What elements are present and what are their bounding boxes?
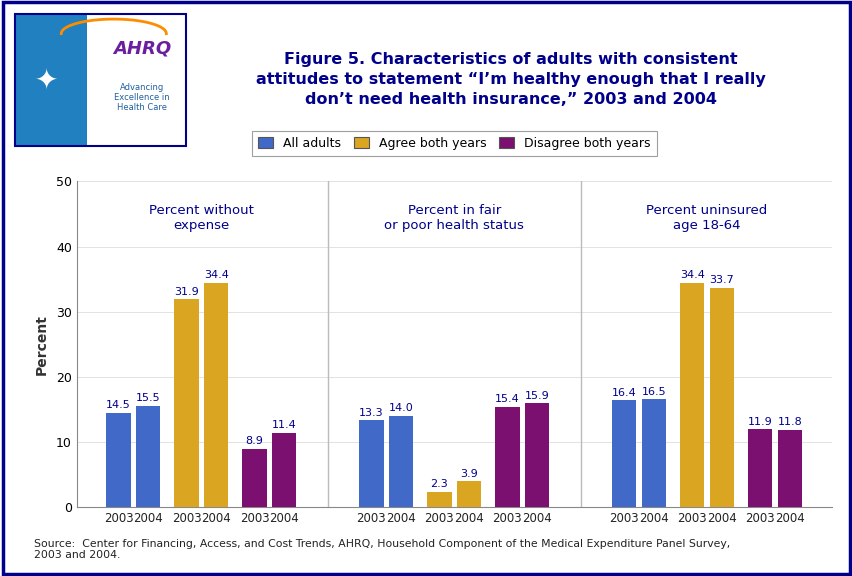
Bar [777,430,801,507]
Text: Percent uninsured
age 18-64: Percent uninsured age 18-64 [646,204,767,232]
Bar [15,14,87,146]
Text: 8.9: 8.9 [245,437,263,446]
Bar [524,403,549,507]
Y-axis label: Percent: Percent [35,314,49,374]
Text: 34.4: 34.4 [679,270,704,281]
Text: 15.4: 15.4 [494,394,519,404]
Text: 31.9: 31.9 [174,287,199,297]
Text: 14.5: 14.5 [106,400,131,410]
Text: 11.4: 11.4 [272,420,296,430]
Text: 11.8: 11.8 [776,418,801,427]
Bar [204,283,228,507]
Text: Figure 5. Characteristics of adults with consistent
attitudes to statement “I’m : Figure 5. Characteristics of adults with… [256,52,765,107]
Text: 15.5: 15.5 [135,393,160,403]
Bar [747,430,772,507]
Bar [641,400,665,507]
Bar [174,300,199,507]
Text: Source:  Center for Financing, Access, and Cost Trends, AHRQ, Household Componen: Source: Center for Financing, Access, an… [34,539,729,560]
Text: 33.7: 33.7 [709,275,734,285]
Text: 16.5: 16.5 [641,387,665,397]
Bar [106,412,130,507]
Text: Percent in fair
or poor health status: Percent in fair or poor health status [384,204,523,232]
Bar [359,420,383,507]
Text: 14.0: 14.0 [389,403,413,413]
Bar [427,492,451,507]
Text: 11.9: 11.9 [747,417,772,427]
Text: 34.4: 34.4 [204,270,228,281]
Text: Percent without
expense: Percent without expense [149,204,254,232]
Bar [242,449,267,507]
Text: 13.3: 13.3 [359,408,383,418]
Text: ✦: ✦ [35,66,58,94]
Text: 2.3: 2.3 [430,479,448,489]
Bar [709,287,734,507]
Text: 16.4: 16.4 [611,388,636,397]
Bar [389,416,412,507]
Bar [611,400,636,507]
Bar [495,407,519,507]
Text: AHRQ: AHRQ [112,39,170,57]
Text: 3.9: 3.9 [459,469,477,479]
Bar [272,433,296,507]
Bar [679,283,704,507]
Bar [135,406,160,507]
Bar [457,482,481,507]
Legend: All adults, Agree both years, Disagree both years: All adults, Agree both years, Disagree b… [251,131,656,156]
Text: Advancing
Excellence in
Health Care: Advancing Excellence in Health Care [114,82,170,112]
Text: 15.9: 15.9 [524,391,549,401]
